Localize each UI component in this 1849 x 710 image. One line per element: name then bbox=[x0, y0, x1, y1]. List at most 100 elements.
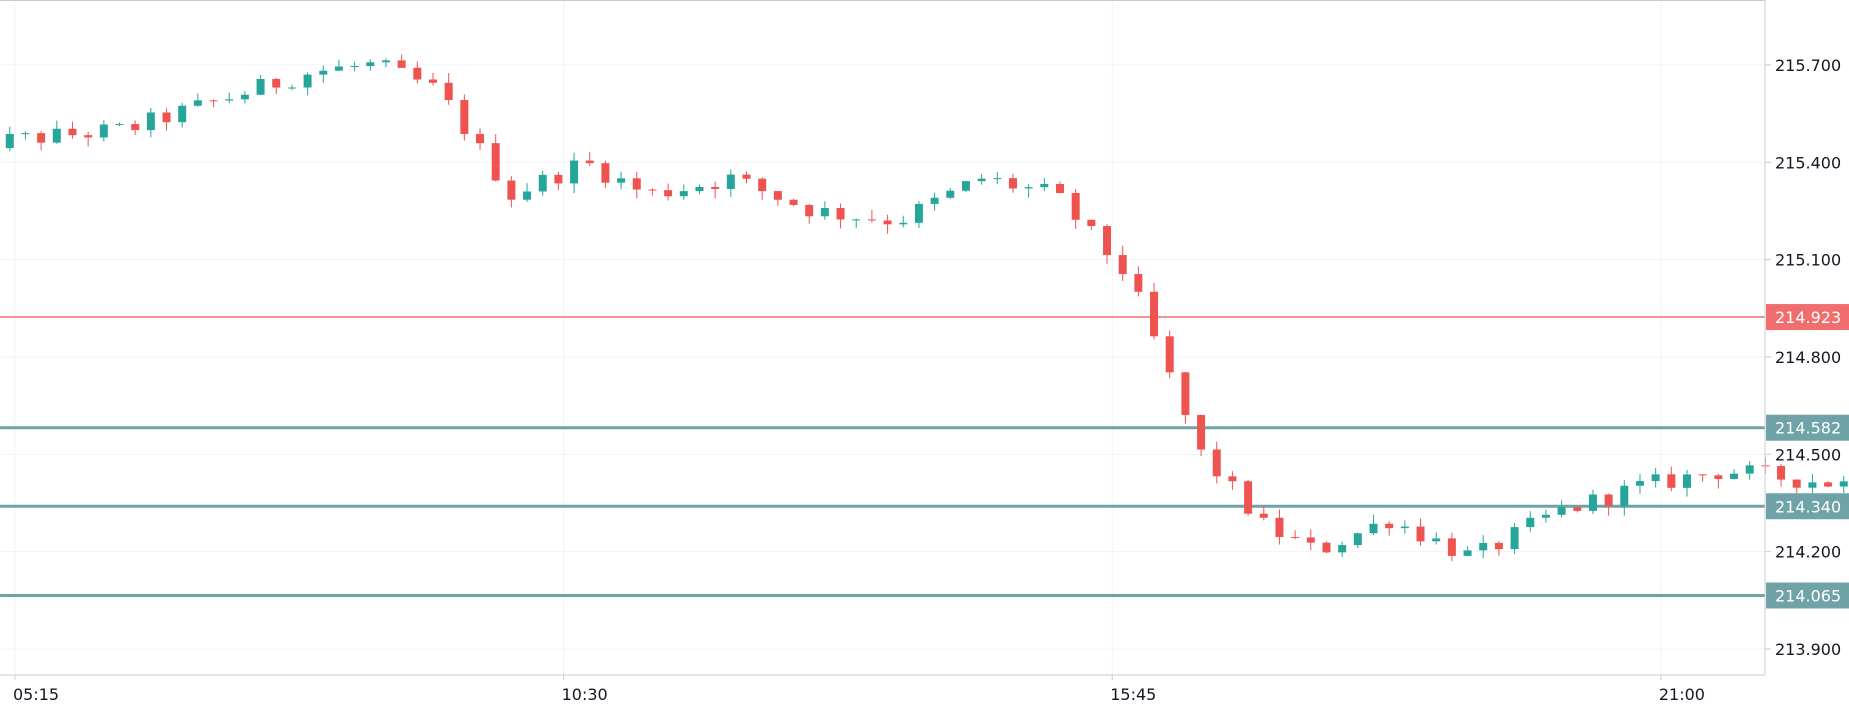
price-badge-label: 214.923 bbox=[1775, 308, 1841, 327]
candle-down bbox=[162, 112, 171, 123]
candle-down bbox=[711, 186, 720, 189]
price-badge-label: 214.582 bbox=[1775, 419, 1841, 438]
candle-down bbox=[742, 174, 751, 179]
candle-up bbox=[523, 191, 532, 200]
candle-up bbox=[1588, 494, 1597, 511]
candle-up bbox=[21, 133, 30, 135]
candle-up bbox=[334, 66, 343, 71]
candle-down bbox=[272, 78, 281, 88]
candle-down bbox=[491, 143, 500, 181]
candle-up bbox=[319, 70, 328, 75]
candle-up bbox=[977, 178, 986, 182]
candle-down bbox=[429, 79, 437, 83]
candle-up bbox=[946, 190, 955, 198]
candle-down bbox=[1212, 449, 1221, 477]
candle-up bbox=[193, 100, 202, 106]
candle-down bbox=[1494, 542, 1503, 550]
candle-down bbox=[805, 204, 814, 217]
time-tick-label: 10:30 bbox=[562, 685, 608, 704]
candle-down bbox=[460, 100, 469, 134]
candle-up bbox=[695, 186, 704, 192]
candle-down bbox=[1259, 513, 1268, 518]
candle-up bbox=[1683, 474, 1691, 488]
candle-down bbox=[1071, 193, 1080, 220]
candle-down bbox=[1244, 481, 1253, 514]
candle-up bbox=[993, 178, 1002, 180]
candle-up bbox=[1526, 517, 1535, 528]
candle-up bbox=[1808, 482, 1817, 488]
candle-up bbox=[1400, 526, 1409, 529]
candle-down bbox=[1165, 336, 1174, 373]
grid bbox=[0, 0, 1765, 675]
candle-up bbox=[1839, 481, 1848, 487]
candle-up bbox=[52, 128, 61, 143]
candle-up bbox=[366, 62, 375, 67]
candle-down bbox=[1197, 414, 1206, 450]
candle-up bbox=[5, 133, 14, 149]
candle-down bbox=[836, 208, 845, 220]
candle-up bbox=[1635, 481, 1644, 486]
candle-down bbox=[68, 128, 77, 136]
candle-down bbox=[1056, 183, 1064, 194]
candle-up bbox=[240, 94, 249, 100]
candle-up bbox=[1479, 542, 1488, 551]
candle-down bbox=[1604, 494, 1613, 507]
current-price-badge bbox=[1766, 304, 1849, 331]
price-tick-label: 214.200 bbox=[1775, 543, 1841, 562]
candle-down bbox=[1087, 219, 1096, 227]
candle-down bbox=[758, 178, 767, 192]
candle-down bbox=[1103, 226, 1112, 256]
candle-up bbox=[115, 124, 124, 126]
time-tick-label: 21:00 bbox=[1659, 685, 1705, 704]
price-tick-label: 214.500 bbox=[1775, 445, 1841, 464]
candle-down bbox=[1134, 274, 1143, 292]
candle-up bbox=[1557, 507, 1566, 515]
candle-down bbox=[413, 67, 422, 80]
candle-down bbox=[1447, 538, 1456, 556]
level-price-badge bbox=[1766, 493, 1849, 520]
candle-down bbox=[476, 133, 485, 144]
candle-down bbox=[1698, 474, 1707, 476]
price-levels bbox=[0, 316, 1765, 597]
candle-down bbox=[1416, 526, 1425, 542]
candle-down bbox=[397, 60, 406, 68]
candle-down bbox=[1181, 372, 1190, 415]
candle-down bbox=[37, 133, 46, 143]
candle-down bbox=[1275, 517, 1284, 537]
candle-down bbox=[632, 178, 641, 190]
candle-up bbox=[1463, 550, 1472, 556]
level-price-badge bbox=[1766, 414, 1849, 441]
price-tick-label: 215.700 bbox=[1775, 56, 1841, 75]
candle-up bbox=[225, 99, 234, 101]
candle-up bbox=[930, 197, 939, 204]
candle-up bbox=[256, 78, 265, 95]
candle-up bbox=[1541, 514, 1550, 518]
candle-down bbox=[1008, 178, 1017, 189]
candle-up bbox=[99, 124, 108, 138]
candle-up bbox=[914, 203, 923, 223]
candle-up bbox=[1040, 183, 1049, 188]
candle-down bbox=[789, 199, 798, 205]
candle-down bbox=[601, 163, 610, 183]
candle-up bbox=[1510, 527, 1519, 550]
candle-up bbox=[146, 112, 155, 131]
price-tick-label: 214.800 bbox=[1775, 348, 1841, 367]
candle-down bbox=[131, 124, 140, 131]
candle-down bbox=[1573, 507, 1582, 511]
candle-down bbox=[1150, 291, 1159, 337]
candle-down bbox=[867, 219, 876, 221]
candle-down bbox=[444, 82, 453, 101]
candle-up bbox=[820, 208, 829, 217]
candle-up bbox=[617, 178, 626, 183]
candle-up bbox=[726, 174, 735, 189]
candle-down bbox=[1306, 537, 1315, 543]
price-badge-label: 214.340 bbox=[1775, 497, 1841, 516]
candle-up bbox=[1024, 187, 1033, 189]
candle-down bbox=[1777, 466, 1786, 480]
candle-down bbox=[209, 100, 218, 102]
candle-down bbox=[507, 180, 516, 200]
candle-up bbox=[961, 181, 970, 191]
candle-up bbox=[1730, 473, 1739, 479]
